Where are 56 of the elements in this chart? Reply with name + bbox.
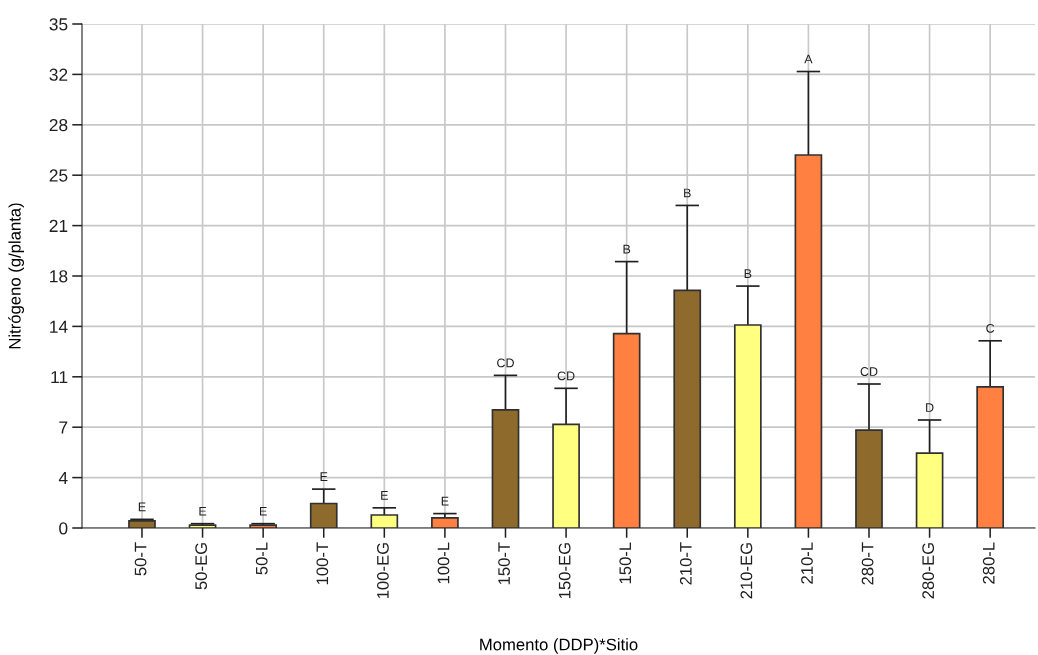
y-tick-label: 14 (50, 320, 68, 333)
annotation: E (320, 472, 328, 481)
y-tick-label: 7 (59, 421, 68, 434)
x-tick-label: 50-T (134, 542, 147, 576)
x-tick-label: 280-T (861, 542, 874, 585)
bar (733, 324, 762, 528)
bar (855, 429, 883, 528)
x-tick-label: 280-EG (922, 543, 935, 599)
y-tick-label: 28 (49, 118, 68, 132)
x-axis-title: Momento (DDP)*Sitio (480, 638, 638, 654)
x-tick-label: 210-T (679, 542, 692, 585)
bar (552, 423, 580, 528)
annotation: B (623, 244, 631, 254)
annotation: E (199, 506, 207, 516)
x-tick-label: 210-L (801, 542, 813, 584)
annotation: D (926, 403, 934, 412)
annotation: B (744, 269, 752, 278)
annotation: CD (557, 371, 575, 381)
annotation: E (138, 502, 146, 512)
annotation: E (260, 506, 267, 516)
bar (128, 519, 156, 528)
x-tick-label: 50-EG (195, 543, 208, 590)
x-tick-label: 150-L (619, 542, 632, 584)
y-tick-label: 32 (49, 68, 68, 81)
x-tick-label: 280-L (982, 542, 995, 584)
x-tick-label: 100-EG (376, 543, 389, 599)
x-tick-label: 100-T (316, 542, 329, 585)
x-tick-label: 50-L (255, 542, 268, 575)
bar (370, 514, 399, 528)
y-tick-label: 35 (49, 18, 68, 31)
y-tick-label: 0 (59, 522, 68, 535)
annotation: C (986, 323, 995, 333)
annotation: B (684, 188, 691, 198)
x-tick-label: 100-L (437, 542, 450, 584)
x-tick-label: 150-EG (558, 543, 571, 599)
annotation: E (381, 491, 388, 500)
annotation: CD (497, 358, 514, 368)
bar (612, 332, 641, 528)
y-tick-label: 11 (51, 371, 68, 384)
y-tick-label: 21 (49, 219, 68, 232)
annotation: A (804, 54, 813, 64)
bar (309, 502, 338, 528)
bar (491, 409, 520, 528)
y-tick-label: 25 (49, 169, 68, 182)
y-axis-title: Nitrógeno (g/planta) (8, 203, 24, 349)
bar (915, 452, 944, 528)
bar (431, 517, 459, 528)
bar (794, 154, 823, 528)
bar (976, 386, 1005, 528)
annotation: CD (860, 367, 878, 376)
x-tick-label: 150-T (498, 542, 510, 585)
y-tick-label: 4 (58, 471, 68, 484)
x-tick-label: 210-EG (740, 543, 753, 599)
bar (673, 289, 702, 528)
annotation: E (441, 496, 449, 506)
y-tick-label: 18 (50, 270, 68, 283)
